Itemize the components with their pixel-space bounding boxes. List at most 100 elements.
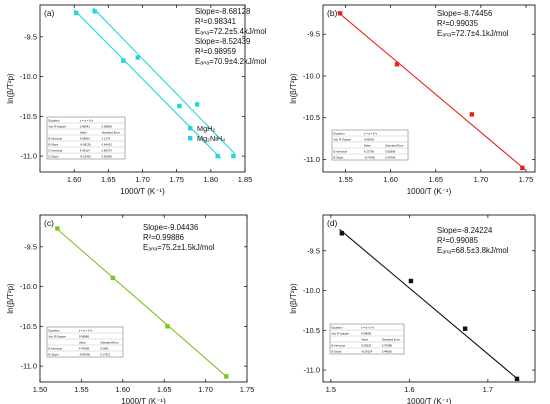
table-frame [329, 323, 405, 355]
table-cell: D Slope [49, 155, 59, 159]
table-header-cell: y = a + b*x [80, 119, 94, 123]
series-0 [55, 226, 229, 379]
table-cell: Value [80, 131, 87, 135]
series-0 [339, 228, 520, 382]
panel-label: (b) [327, 8, 338, 18]
table-cell: -8.68128 [80, 143, 91, 147]
panel-label: (c) [44, 218, 54, 228]
x-axis-label: 1000/T (K⁻¹) [407, 397, 452, 404]
legend-label: MgH₂ [197, 124, 215, 133]
y-tick-label: -9.5 [307, 246, 320, 255]
x-tick-label: 1.70 [198, 385, 213, 394]
table-cell: -8.52439 [80, 155, 91, 159]
table-header-cell: Equation [49, 119, 60, 123]
table-cell: Standard Error [385, 144, 403, 148]
table-cell: 3.29523 [361, 344, 372, 348]
y-tick-label: -9.5 [24, 32, 37, 41]
annotation-text: Slope=-8.52439 [195, 37, 250, 46]
panel-d: 1.5 1.6 1.7 -9.5 -10.0 -10.5 -11.0 1000/T (K⁻¹)… [289, 214, 536, 404]
table-cell: B Intercept [334, 150, 348, 154]
panel-label: (d) [327, 218, 338, 228]
annotation-text: Slope=-8.74456 [437, 9, 492, 18]
table-cell: -8.24224 [361, 350, 372, 354]
annotation-text: R²=0.98959 [195, 47, 236, 56]
data-point [194, 102, 200, 107]
table-cell: Value [361, 338, 368, 342]
fit-line [73, 9, 222, 159]
y-tick-label: -10.0 [20, 72, 37, 81]
table-header-cell: Equation [332, 326, 343, 330]
table-cell: 0.50568 [102, 155, 113, 159]
table-cell: D Intercept [49, 149, 63, 153]
annotation-text: R²=0.99035 [437, 19, 479, 28]
data-point [74, 10, 79, 16]
plot-frame [39, 214, 248, 383]
data-point [165, 324, 170, 329]
data-point [514, 376, 520, 382]
table-frame [46, 116, 126, 160]
data-point [408, 278, 414, 284]
y-tick-label: -10.5 [303, 326, 320, 335]
table-cell: Adj. R-Square [49, 335, 67, 339]
table-cell: Standard Error [382, 338, 400, 342]
data-point [92, 9, 97, 14]
x-tick-label: 1.65 [428, 175, 443, 184]
y-tick-label: -11.0 [20, 152, 37, 161]
table-cell: 1.1276 [102, 137, 111, 141]
table-cell: 0.49796 [385, 156, 396, 160]
table-cell: 0.17621 [100, 353, 111, 357]
table-cell: 0.99085 [361, 332, 372, 336]
table-cell: B Slope [332, 350, 342, 354]
annotation-text: R²=0.99085 [437, 236, 479, 245]
table-cell: Value [79, 341, 86, 345]
table-cell: 4.49114 [80, 149, 90, 153]
y-tick-label: -10.0 [303, 71, 320, 80]
table-cell: B Slope [49, 353, 59, 357]
table-header-cell: y = a + b*x [361, 326, 375, 330]
x-tick-label: 1.65 [101, 175, 116, 184]
y-tick-label: -10.0 [303, 286, 320, 295]
x-tick-label: 1.6 [404, 385, 414, 394]
x-tick-label: 1.55 [338, 175, 353, 184]
fit-results-table: Equation y = a + b*x Adj. R-Square 0.99085 V… [329, 323, 405, 355]
data-point [339, 231, 345, 236]
panel-b: 1.55 1.60 1.65 1.70 1.75 -9.5 -10.0 -10.5 -11.0 1… [289, 4, 536, 196]
annotation-text: R²=0.99886 [143, 233, 184, 242]
data-point [215, 153, 220, 159]
y-axis-label: ln(β/T²p) [6, 73, 15, 104]
table-cell: B Slope [334, 156, 344, 160]
data-point [135, 55, 140, 60]
annotation-text: Eₐₙₐ=75.2±1.5kJ/mol [143, 243, 215, 252]
table-header-cell: y = a + b*x [364, 132, 378, 136]
fit-line [56, 228, 227, 377]
table-cell: 0.86374 [102, 149, 113, 153]
table-cell: 4.66801 [80, 137, 91, 141]
annotation-text: Eₐₙₐ=68.5±3.8kJ/mol [437, 246, 509, 255]
table-frame [331, 129, 409, 161]
legend-marker [188, 136, 193, 141]
table-header-cell: y = a + b*x [79, 329, 93, 333]
table-cell: 0.70088 [382, 344, 393, 348]
data-point [462, 326, 468, 331]
panel-label: (a) [44, 8, 55, 18]
fit-line [337, 11, 526, 170]
x-axis-label: 1000/T (K⁻¹) [120, 187, 165, 196]
x-tick-label: 1.55 [74, 385, 89, 394]
table-cell: -9.04436 [79, 353, 90, 357]
data-point [520, 165, 525, 171]
data-point [231, 153, 236, 159]
table-cell: 0.99035 [364, 138, 375, 142]
table-cell: Adj. R-Square [49, 125, 67, 129]
table-cell: B Intercept [332, 344, 346, 348]
x-tick-label: 1.5 [326, 385, 336, 394]
table-cell: Value [364, 144, 371, 148]
table-cell: 0.98959 [102, 125, 113, 129]
table-cell: Adj. R-Square [332, 332, 350, 336]
x-tick-label: 1.70 [135, 175, 150, 184]
x-tick-label: 1.75 [240, 385, 255, 394]
series-0 [337, 11, 526, 171]
x-tick-label: 1.7 [483, 385, 493, 394]
y-tick-label: -11.0 [20, 362, 37, 371]
y-tick-label: -9.5 [24, 242, 37, 251]
